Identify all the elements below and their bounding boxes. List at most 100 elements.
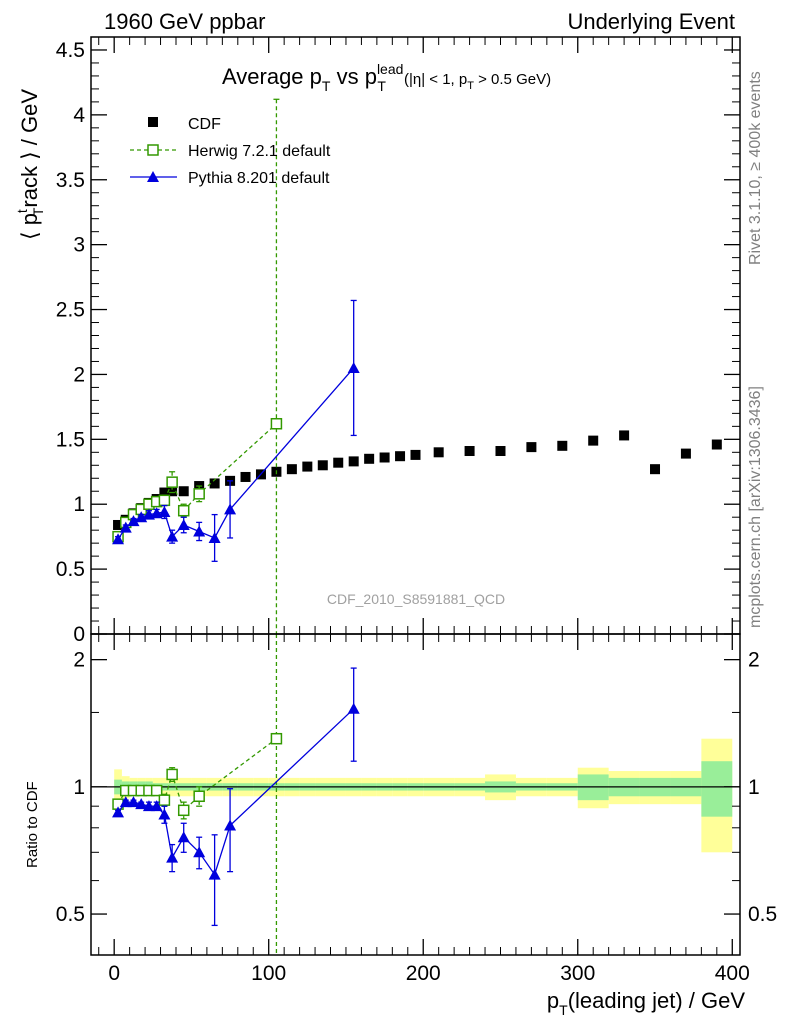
herwig-point: [270, 418, 283, 430]
pythia-point: [112, 533, 125, 545]
ratio-ylabel: Ratio to CDF: [24, 781, 41, 868]
header-right: Underlying Event: [567, 9, 735, 34]
cdf-point: [379, 452, 390, 463]
cdf-point: [209, 478, 220, 489]
legend-herwig-marker: [147, 144, 159, 156]
main-ytick-label: 4: [73, 104, 85, 127]
legend-herwig-label: Herwig 7.2.1 default: [188, 143, 331, 160]
cdf-point: [464, 446, 475, 457]
main-ytick-label: 3.5: [56, 169, 85, 192]
rivet-label: Rivet 3.1.10, ≥ 400k events: [747, 71, 764, 265]
pythia-point: [177, 518, 190, 530]
legend-pythia-label: Pythia 8.201 default: [188, 170, 330, 187]
pythia-point: [347, 361, 360, 373]
legend-cdf-label: CDF: [188, 116, 221, 133]
cdf-point: [113, 519, 124, 530]
herwig-point: [166, 476, 178, 488]
plot-title: Average pT vs plead T (|η| < 1, pT > 0.5 G…: [222, 61, 551, 94]
title-cut-close: > 0.5 GeV): [474, 71, 551, 88]
cdf-point: [348, 456, 359, 467]
title-main: Average p: [222, 64, 322, 89]
cdf-point: [433, 447, 444, 458]
ratio-ytick-label-right: 2: [748, 649, 760, 672]
pythia-point: [158, 506, 171, 518]
ratio-xtick-label: 300: [560, 962, 595, 985]
ratio-ytick-label: 0.5: [56, 903, 85, 926]
herwig-ratio-point: [193, 790, 205, 803]
ratio-uncertainty-bands: [91, 738, 740, 853]
pythia-ratio-point: [119, 796, 132, 808]
cdf-point: [167, 486, 178, 497]
pythia-ratio-point: [347, 702, 360, 714]
cdf-point: [557, 440, 568, 451]
herwig-point: [177, 504, 190, 517]
legend-cdf-marker: [148, 117, 158, 127]
cdf-point: [159, 487, 170, 498]
title-vs: vs p: [330, 64, 376, 89]
main-ytick-label: 3: [73, 234, 85, 257]
main-ytick-label: 1.5: [56, 428, 85, 451]
pythia-point: [119, 521, 132, 533]
main-ytick-label: 0.5: [56, 558, 85, 581]
pythia-ratio-point: [158, 808, 171, 820]
cdf-point: [410, 449, 421, 460]
ratio-ytick-label-right: 0.5: [748, 903, 777, 926]
main-axes: 0 0.5 1 1.5 2 2.5 3 3.5 4 4.5: [56, 37, 740, 646]
pythia-point: [193, 525, 206, 537]
title-lead: lead: [377, 61, 403, 77]
ratio-panel-frame: [90, 633, 741, 956]
ylabel-open: ⟨ p: [17, 213, 42, 240]
main-ytick-label: 2: [73, 363, 85, 386]
herwig-point: [158, 494, 171, 507]
title-cut-open: (|η| < 1, p: [404, 71, 467, 88]
pythia-ratio-point: [142, 800, 155, 812]
title-sub-t2: T: [377, 78, 386, 94]
main-series: [112, 98, 722, 634]
pythia-point: [208, 531, 221, 543]
main-ytick-label: 2.5: [56, 299, 85, 322]
cdf-point: [680, 448, 691, 459]
ratio-xtick-label: 400: [715, 962, 750, 985]
pythia-ratio-point: [150, 800, 163, 812]
herwig-ratio-point: [150, 784, 163, 797]
title-sub-t: T: [322, 78, 331, 94]
herwig-point: [193, 488, 205, 500]
ratio-ytick-label: 1: [73, 776, 85, 799]
cdf-point: [302, 461, 313, 472]
pythia-ratio-point: [135, 798, 148, 810]
cdf-point: [333, 457, 344, 468]
xlabel-rest: (leading jet) / GeV: [568, 988, 746, 1013]
ratio-xtick-label: 100: [251, 962, 286, 985]
cdf-point: [317, 460, 328, 471]
ratio-xtick-label: 200: [406, 962, 441, 985]
ratio-ytick-label: 2: [73, 649, 85, 672]
main-ytick-label: 4.5: [56, 39, 85, 62]
cdf-point: [588, 435, 599, 446]
ratio-axes: 0.5 0.5 1 1 2 2 0 100 200 300 400: [56, 634, 777, 985]
legend: CDF Herwig 7.2.1 default Pythia 8.201 de…: [130, 116, 331, 187]
herwig-ratio-point: [166, 768, 178, 781]
cdf-point: [286, 464, 297, 475]
pythia-point: [127, 515, 140, 527]
xlabel-sub: T: [559, 1002, 568, 1018]
ylabel-sub: T: [30, 207, 46, 216]
header-left: 1960 GeV ppbar: [104, 9, 265, 34]
cdf-point: [495, 446, 506, 457]
pythia-ratio-point: [224, 819, 237, 831]
pythia-point: [224, 503, 237, 515]
ratio-ytick-label-right: 1: [748, 776, 760, 799]
xlabel-p: p: [547, 988, 559, 1013]
herwig-ratio-point: [158, 794, 171, 806]
legend-pythia-marker: [147, 171, 159, 182]
main-ylabel: ⟨ ptTrack ⟩ / GeV: [14, 89, 46, 240]
cdf-point: [526, 442, 537, 453]
ylabel-rest: rack ⟩ / GeV: [17, 89, 42, 208]
analysis-watermark: CDF_2010_S8591881_QCD: [327, 591, 505, 607]
cdf-point: [650, 464, 661, 475]
cdf-point: [619, 430, 630, 441]
cdf-point: [395, 451, 406, 462]
pythia-point: [166, 530, 179, 542]
mcplots-label: mcplots.cern.ch [arXiv:1306.3436]: [747, 386, 764, 628]
ratio-xtick-label: 0: [108, 962, 120, 985]
